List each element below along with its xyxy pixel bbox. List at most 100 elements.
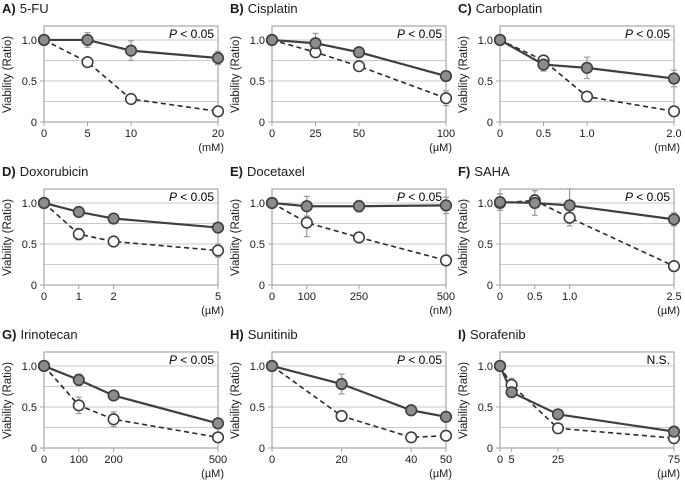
x-tick-label: 5: [215, 291, 221, 303]
x-unit-label: (µM): [201, 468, 224, 480]
chart-svg: 0 0.5 1.0 0 100 200 500 (µM) P < 0.05: [22, 351, 227, 480]
series-line-solid: [271, 201, 447, 208]
series-line-solid: [271, 364, 447, 418]
p-value-label: P < 0.05: [397, 27, 442, 41]
y-tick-label: 0.5: [22, 239, 37, 251]
x-tick-label: 2.0: [666, 128, 681, 140]
y-tick-label: 1.0: [22, 198, 37, 210]
drug-name: Cisplatin: [247, 1, 298, 16]
marker-open: [211, 244, 225, 257]
marker-filled: [72, 373, 85, 386]
marker-filled: [667, 425, 681, 438]
x-unit-label: (mM): [654, 142, 680, 154]
x-tick-label: 1.0: [562, 291, 577, 303]
chart-panel: A) 5-FU Viability (Ratio) 0 0.5 1.0 0 5 10 20 (m…: [0, 0, 228, 163]
y-tick-label: 1.0: [250, 361, 265, 373]
x-tick-label: 500: [209, 454, 227, 466]
y-tick-label: 0: [487, 443, 493, 455]
chart-area: Viability (Ratio) 0 0.5 1.0 0 25 50 100 (µM) P <…: [228, 18, 456, 165]
x-tick-label: 0: [41, 128, 47, 140]
x-tick-label: 100: [437, 128, 455, 140]
y-tick-label: 0.5: [250, 402, 265, 414]
x-tick-label: 1.0: [579, 128, 594, 140]
marker-filled: [405, 404, 418, 417]
y-tick-label: 1.0: [478, 198, 493, 210]
chart-svg: 0 0.5 1.0 0 20 40 50 (µM) P < 0.05: [250, 351, 453, 480]
panel-letter: A): [2, 1, 16, 16]
y-tick-label: 0.5: [478, 239, 493, 251]
chart-area: Viability (Ratio) 0 0.5 1.0 0 20 40 50 (µM) P < …: [228, 344, 456, 491]
chart-area: Viability (Ratio) 0 0.5 1.0 0 0.5 1.0 2.5 (µM) P…: [456, 181, 684, 328]
p-value-label: P < 0.05: [169, 190, 214, 204]
marker-open: [211, 431, 225, 444]
p-value-label: P < 0.05: [397, 353, 442, 367]
x-tick-label: 5: [84, 128, 90, 140]
chart-panel: D) Doxorubicin Viability (Ratio) 0 0.5 1.0 0…: [0, 163, 228, 326]
y-axis-label: Viability (Ratio): [230, 361, 242, 439]
marker-filled: [124, 44, 138, 57]
drug-name: Sorafenib: [469, 327, 526, 342]
chart-panel: F) SAHA Viability (Ratio) 0 0.5 1.0 0 0.5 1.0 2…: [456, 163, 684, 326]
drug-name: Doxorubicin: [19, 164, 89, 179]
x-tick-label: 0: [269, 128, 275, 140]
panel-title: D) Doxorubicin: [0, 163, 228, 181]
y-tick-label: 0: [259, 117, 265, 129]
x-tick-label: 10: [125, 128, 137, 140]
x-tick-label: 25: [552, 454, 564, 466]
marker-filled: [37, 33, 51, 47]
marker-filled: [335, 377, 348, 391]
x-tick-label: 200: [104, 454, 122, 466]
series-line-dashed: [271, 365, 447, 439]
x-unit-label: (µM): [657, 468, 680, 480]
chart-svg: 0 0.5 1.0 0 25 50 100 (µM) P < 0.05: [250, 25, 455, 154]
marker-filled: [211, 51, 225, 65]
y-tick-label: 1.0: [478, 35, 493, 47]
chart-area: Viability (Ratio) 0 0.5 1.0 0 100 250 500 (nM) P…: [228, 181, 456, 328]
p-value-label: P < 0.05: [169, 353, 214, 367]
y-tick-label: 0.5: [22, 402, 37, 414]
x-tick-label: 500: [437, 291, 455, 303]
marker-open: [580, 90, 594, 103]
marker-filled: [493, 33, 507, 47]
p-value-label: P < 0.05: [625, 27, 670, 41]
x-unit-label: (µM): [429, 142, 452, 154]
series-line-dashed: [499, 39, 675, 113]
panel-title: A) 5-FU: [0, 0, 228, 18]
marker-filled: [37, 359, 51, 373]
chart-panel: C) Carboplatin Viability (Ratio) 0 0.5 1.0 0…: [456, 0, 684, 163]
marker-open: [211, 105, 225, 118]
x-tick-label: 100: [70, 454, 88, 466]
marker-open: [667, 105, 681, 118]
drug-name: 5-FU: [19, 1, 49, 16]
marker-filled: [537, 58, 550, 71]
marker-filled: [37, 196, 51, 210]
y-tick-label: 0.5: [250, 239, 265, 251]
panel-letter: G): [2, 327, 17, 342]
marker-filled: [107, 389, 120, 402]
marker-open: [107, 235, 120, 248]
marker-filled: [667, 213, 681, 226]
chart-area: Viability (Ratio) 0 0.5 1.0 0 1 2 5 (µM) P < 0.0…: [0, 181, 228, 328]
panel-title: F) SAHA: [456, 163, 684, 181]
chart-svg: 0 0.5 1.0 0 0.5 1.0 2.0 (mM) P < 0.05: [478, 25, 682, 154]
y-tick-label: 0: [487, 117, 493, 129]
y-axis-label: Viability (Ratio): [458, 35, 470, 113]
x-tick-label: 2: [111, 291, 117, 303]
marker-filled: [211, 417, 225, 430]
marker-open: [124, 92, 138, 106]
p-value-label: P < 0.05: [397, 190, 442, 204]
y-tick-label: 0: [487, 280, 493, 292]
chart-panel: B) Cisplatin Viability (Ratio) 0 0.5 1.0 0 25…: [228, 0, 456, 163]
chart-svg: 00.51.00 5 25 75(µM)N.S.: [478, 351, 681, 480]
chart-panel: E) Docetaxel Viability (Ratio) 0 0.5 1.0 0 10…: [228, 163, 456, 326]
chart-area: Viability (Ratio) 0 0.5 1.0 0 5 10 20 (mM) P < 0…: [0, 18, 228, 165]
chart-area: Viability (Ratio) 0 0.5 1.0 0 100 200 500 (µM) P…: [0, 344, 228, 491]
marker-open: [551, 422, 565, 435]
marker-filled: [439, 410, 453, 423]
marker-open: [405, 431, 418, 444]
marker-open: [300, 216, 313, 229]
panel-title: B) Cisplatin: [228, 0, 456, 18]
y-tick-label: 0: [31, 280, 37, 292]
marker-open: [439, 92, 453, 105]
y-axis-label: Viability (Ratio): [2, 198, 14, 276]
